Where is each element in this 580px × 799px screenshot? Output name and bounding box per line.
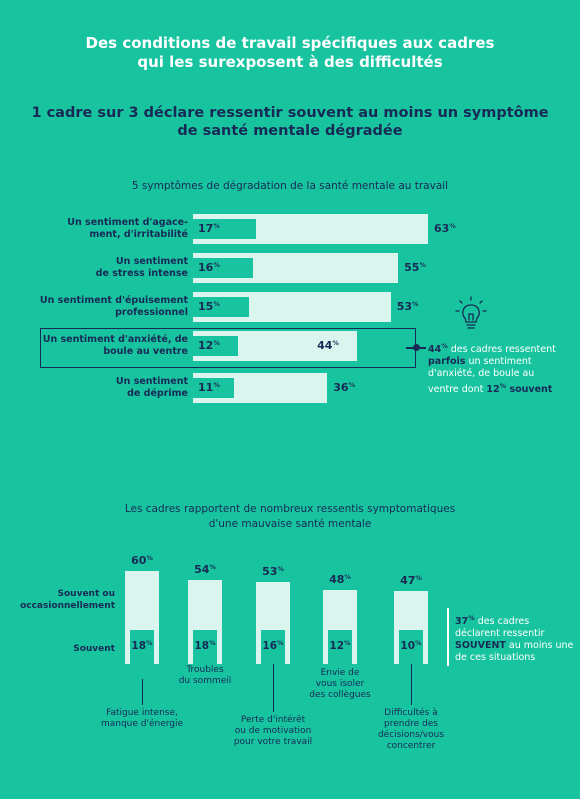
bar-label: Un sentiment d'anxiété, de boule au vent… [42,334,188,357]
column-often-value: 18% [131,639,153,652]
lightbulb-icon [455,296,487,329]
anxiety-callout: 44% des cadres ressentent parfois un sen… [428,342,556,395]
column-category-label: Troubles du sommeil [178,665,232,686]
column-connector [142,679,143,705]
column-category-label: Perte d'intérêt ou de motivation pour vo… [233,715,313,747]
column-often [328,630,352,664]
bar-often-value: 12% [198,339,220,352]
column-category-label: Envie de vous isoler des collègues [309,668,371,700]
column-connector [411,664,412,705]
column-often-value: 16% [262,639,284,652]
bar-often [193,219,257,239]
highlight-box [40,328,416,368]
bar-often [193,378,235,398]
column-often-value: 12% [329,639,351,652]
column-often-value: 10% [400,639,422,652]
callout2-divider [447,608,449,666]
column-total-value: 48% [329,572,351,586]
column-often [261,630,285,664]
bar-total-value: 36% [333,381,356,394]
headline: 1 cadre sur 3 déclare ressentir souvent … [31,105,549,139]
main-title: Des conditions de travail spécifiques au… [85,34,495,71]
column-often [193,630,217,664]
bar-often-value: 16% [198,261,220,274]
chart2-title: Les cadres rapportent de nombreux ressen… [124,503,456,530]
row-label-often: Souvent [73,644,115,654]
bar-total-value: 55% [404,261,426,274]
bar-label: Un sentiment d'épuisement professionnel [39,295,188,318]
often-callout: 37% des cadres déclarent ressentir SOUVE… [455,614,574,663]
bar-often-value: 17% [198,222,220,235]
bar-often-value: 11% [198,381,220,394]
column-connector [273,664,274,712]
column-total-value: 53% [262,564,284,578]
bar-often [193,297,249,317]
chart1-title: 5 symptômes de dégradation de la santé m… [131,180,449,192]
column-category-label: Fatigue intense, manque d'énergie [100,708,184,729]
bar-often [193,336,238,356]
column-often-value: 18% [194,639,216,652]
bar-total-value: 63% [433,222,456,235]
column-often [399,630,423,664]
bar-total-value: 53% [396,300,419,313]
bar-label: Un sentiment de déprime [115,376,188,399]
column-often [130,630,154,664]
bar-total-value: 44% [317,339,339,352]
callout-dot [413,344,420,351]
column-total-value: 60% [131,554,153,567]
bar-label: Un sentiment d'agace- ment, d'irritabili… [67,217,188,240]
bar-often-value: 15% [198,300,220,313]
bar-often [193,258,253,278]
bar-label: Un sentiment de stress intense [95,256,188,279]
column-total-value: 54% [194,563,216,577]
row-label-often-or-occasionally: Souvent ou occasionnellement [20,589,115,611]
column-category-label: Difficultés à prendre des décisions/vous… [377,708,445,751]
column-total-value: 47% [400,574,422,588]
